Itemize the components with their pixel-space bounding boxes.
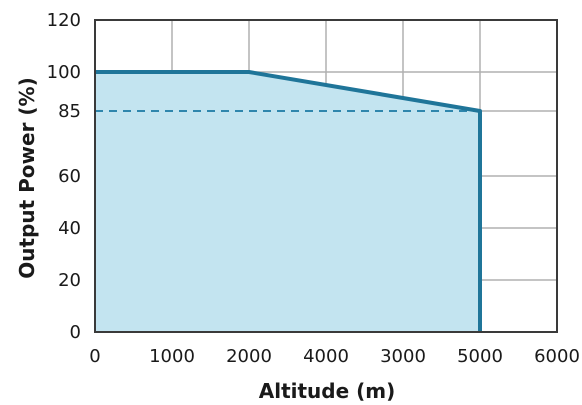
- plot-frame: [94, 19, 558, 333]
- output-power-line: [95, 70, 482, 332]
- y-tick-label: 0: [70, 322, 81, 343]
- x-tick-label: 6000: [534, 346, 580, 367]
- y-tick-label: 85: [58, 101, 81, 122]
- x-tick-label: 4000: [303, 346, 349, 367]
- y-tick-label: 60: [58, 166, 81, 187]
- y-tick-label: 100: [47, 62, 81, 83]
- x-tick-label: 3000: [380, 346, 426, 367]
- x-tick-label: 0: [89, 346, 100, 367]
- x-tick-label: 2000: [226, 346, 272, 367]
- y-tick-label: 120: [47, 10, 81, 31]
- x-tick-label: 1000: [149, 346, 195, 367]
- x-axis-ticks: 0 1000 2000 4000 3000 5000 6000: [89, 346, 580, 367]
- y-axis-ticks: 0 20 40 60 85 100 120: [47, 10, 81, 343]
- y-tick-label: 20: [58, 270, 81, 291]
- y-tick-label: 40: [58, 218, 81, 239]
- x-tick-label: 5000: [457, 346, 503, 367]
- y-axis-title: Output Power (%): [15, 77, 39, 278]
- output-power-area: [95, 72, 480, 332]
- x-axis-title: Altitude (m): [259, 379, 396, 403]
